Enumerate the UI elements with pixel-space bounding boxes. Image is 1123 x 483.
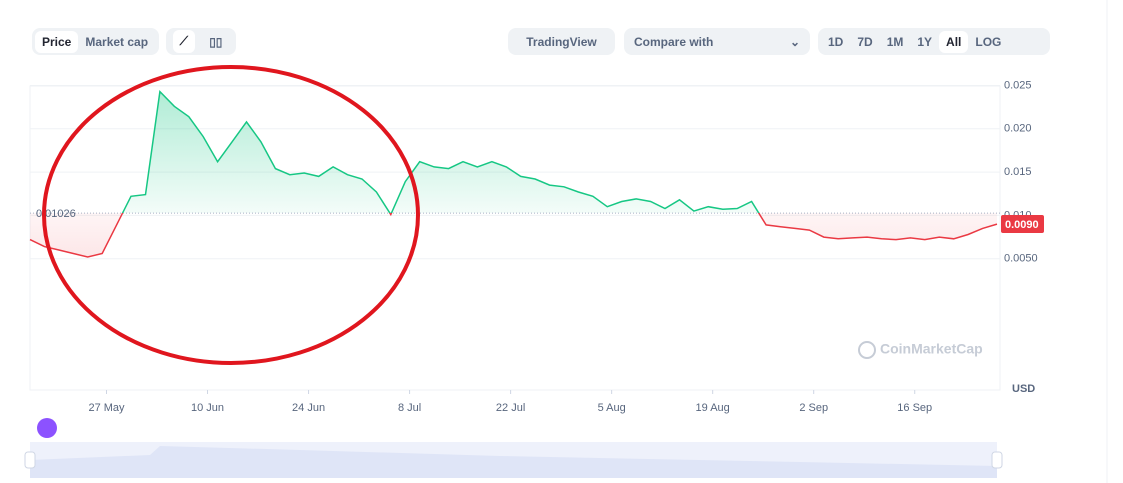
baseline-label: 0.01026 [36, 208, 76, 220]
y-tick-label: 0.020 [1004, 123, 1032, 135]
x-tick-label: 22 Jul [496, 402, 525, 414]
y-tick-label: 0.015 [1004, 166, 1032, 178]
compare-label: Compare with [634, 34, 714, 49]
y-tick-label: 0.0050 [1004, 253, 1038, 265]
x-tick-label: 19 Aug [696, 402, 730, 414]
x-tick-label: 10 Jun [191, 402, 224, 414]
x-tick-label: 5 Aug [598, 402, 626, 414]
range-button[interactable]: LOG [975, 34, 1002, 49]
candle-icon[interactable]: ▯▯ [209, 34, 223, 49]
tradingview-button[interactable]: TradingView [508, 28, 615, 55]
navigator-handle[interactable] [24, 451, 36, 469]
tab[interactable]: Price [35, 30, 79, 53]
range-button[interactable]: 1D [828, 34, 844, 49]
price-line [29, 89, 998, 258]
range-button[interactable]: 7D [857, 34, 873, 49]
navigator-handle[interactable] [991, 451, 1003, 469]
tab[interactable]: Market cap [85, 34, 149, 49]
current-price-tag [1001, 215, 1044, 234]
unit-label: USD [1012, 383, 1035, 395]
x-tick-label: 27 May [88, 402, 125, 414]
annotation-ellipse [42, 65, 420, 365]
navigator-area [30, 446, 997, 478]
range-button[interactable]: All [939, 30, 969, 53]
watermark: CoinMarketCap [880, 341, 983, 357]
price-area [30, 91, 997, 257]
x-tick-label: 2 Sep [799, 402, 828, 414]
x-tick-label: 8 Jul [398, 402, 421, 414]
history-button[interactable] [37, 418, 57, 438]
watermark-logo [858, 341, 876, 359]
x-tick-label: 24 Jun [292, 402, 325, 414]
y-tick-label: 0.025 [1004, 79, 1032, 91]
range-group: 1D 7D 1M 1Y All LOG [818, 28, 1050, 55]
range-button[interactable]: 1M [886, 34, 904, 49]
tab-group: Price Market cap [32, 28, 159, 55]
chevron: ⌄ [789, 34, 800, 49]
current-price-label: 0.0090 [1005, 219, 1039, 231]
x-tick-label: 16 Sep [897, 402, 932, 414]
chart-style-group: ⟋ ▯▯ [166, 28, 236, 55]
range-button[interactable]: 1Y [917, 34, 933, 49]
line-icon[interactable]: ⟋ [172, 30, 195, 53]
compare-dropdown[interactable]: Compare with ⌄ [624, 28, 810, 55]
tradingview-label: TradingView [526, 34, 597, 49]
